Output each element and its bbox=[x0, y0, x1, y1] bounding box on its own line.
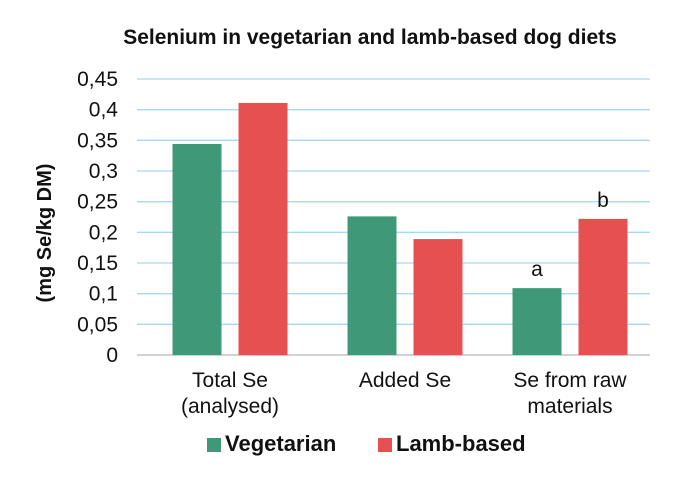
y-tick-label: 0,4 bbox=[89, 99, 119, 122]
y-tick-label: 0 bbox=[106, 344, 118, 367]
legend: Vegetarian Lamb-based bbox=[207, 431, 526, 456]
x-tick-label: materials bbox=[527, 395, 612, 418]
bar-vegetarian-0 bbox=[172, 144, 222, 355]
bar-lamb-based-0 bbox=[238, 102, 288, 355]
gridlines bbox=[137, 78, 650, 325]
y-axis-label: (mg Se/kg DM) bbox=[34, 164, 56, 303]
y-tick-label: 0,1 bbox=[89, 283, 118, 306]
y-tick-label: 0,45 bbox=[77, 68, 118, 91]
x-tick-label: (analysed) bbox=[181, 395, 279, 418]
x-tick-label: Se from raw bbox=[513, 369, 627, 392]
y-tick-label: 0,15 bbox=[77, 252, 118, 275]
significance-label: a bbox=[531, 258, 543, 281]
y-tick-label: 0,2 bbox=[89, 221, 118, 244]
significance-label: b bbox=[597, 189, 609, 212]
y-tick-label: 0,25 bbox=[77, 191, 118, 214]
legend-label: Lamb-based bbox=[396, 431, 526, 456]
bar-lamb-based-1 bbox=[413, 239, 463, 355]
bar-vegetarian-1 bbox=[347, 216, 397, 355]
legend-label: Vegetarian bbox=[225, 431, 336, 456]
x-tick-label: Total Se bbox=[192, 369, 268, 392]
y-tick-label: 0,35 bbox=[77, 129, 118, 152]
legend-swatch bbox=[378, 438, 392, 452]
y-tick-label: 0,05 bbox=[77, 313, 118, 336]
labels: 0 0,05 0,1 0,15 0,2 0,25 0,3 0,35 0,4 0,45 Total S… bbox=[77, 68, 627, 418]
bars bbox=[172, 102, 628, 355]
bar-lamb-based-2 bbox=[578, 218, 628, 355]
x-tick-label: Added Se bbox=[359, 369, 451, 392]
bar-vegetarian-2 bbox=[512, 288, 562, 355]
legend-swatch bbox=[207, 438, 221, 452]
y-tick-label: 0,3 bbox=[89, 160, 118, 183]
chart-title: Selenium in vegetarian and lamb-based do… bbox=[123, 26, 617, 49]
